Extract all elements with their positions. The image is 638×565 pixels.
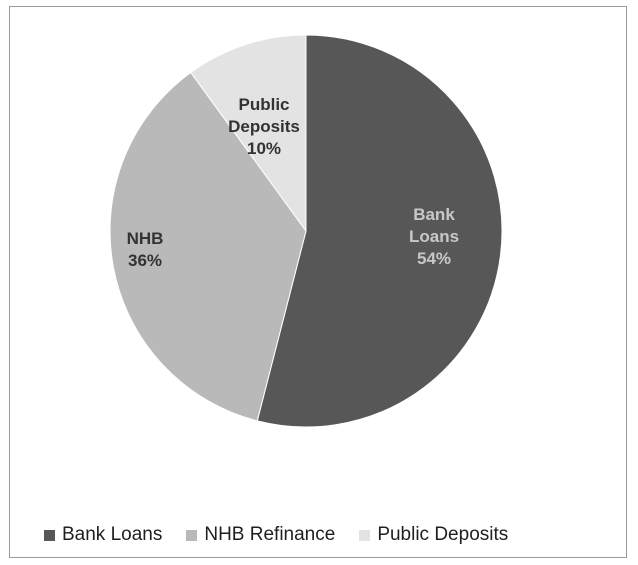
legend-label-bank-loans: Bank Loans xyxy=(62,524,163,545)
pie-slice-public-deposits xyxy=(190,34,307,233)
slice-label-public-deposits: Public Deposits 10% xyxy=(228,95,300,158)
legend-label-public-deposits: Public Deposits xyxy=(377,524,509,545)
slice-label-bank-loans: Bank Loans 54% xyxy=(409,205,459,268)
legend-swatch-nhb-refinance xyxy=(186,529,198,541)
pie-slice-bank-loans xyxy=(256,34,503,428)
pie-slice-nhb-refinance xyxy=(109,71,307,422)
chart-legend: Bank Loans NHB Refinance Public Deposits xyxy=(44,524,508,546)
legend-swatch-bank-loans xyxy=(44,529,55,541)
legend-swatch-public-deposits xyxy=(359,529,371,541)
legend-item-bank-loans: Bank Loans xyxy=(44,524,162,546)
legend-item-public-deposits: Public Deposits xyxy=(359,524,508,546)
legend-label-nhb-refinance: NHB Refinance xyxy=(204,524,336,545)
slice-label-nhb-refinance: NHB 36% xyxy=(127,229,164,270)
legend-item-nhb-refinance: NHB Refinance xyxy=(186,524,335,546)
